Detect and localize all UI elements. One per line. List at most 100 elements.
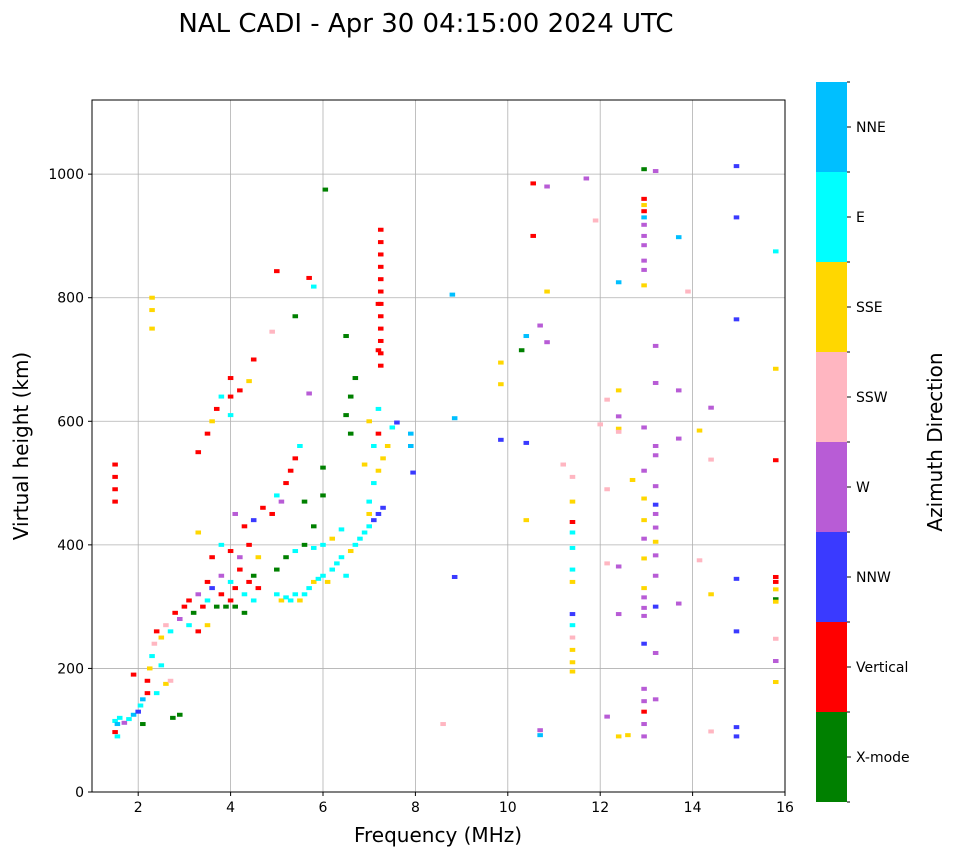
data-point-x-mode <box>140 722 146 727</box>
data-point-x-mode <box>250 573 257 578</box>
data-point-vertical <box>377 227 384 232</box>
data-point-sse <box>204 623 211 628</box>
data-point-w <box>675 388 682 393</box>
data-point-sse <box>498 382 504 387</box>
data-point-w <box>641 243 647 248</box>
data-point-sse <box>310 579 317 584</box>
y-tick-label: 800 <box>57 291 84 307</box>
data-point-nnw <box>641 641 647 646</box>
data-point-e <box>114 734 121 739</box>
grid <box>92 100 785 792</box>
data-point-x-mode <box>343 334 349 339</box>
colorbar-tick-label: SSE <box>856 300 883 316</box>
data-point-w <box>641 468 647 473</box>
data-point-w <box>675 436 682 441</box>
data-point-vertical <box>772 458 779 463</box>
data-point-vertical <box>227 598 234 603</box>
data-point-w <box>675 601 682 606</box>
x-tick-label: 16 <box>776 800 794 816</box>
data-point-vertical <box>112 499 118 504</box>
data-point-w <box>641 734 647 739</box>
data-point-e <box>375 406 382 411</box>
data-point-x-mode <box>274 567 280 572</box>
data-point-vertical <box>377 314 384 319</box>
data-points <box>112 164 779 739</box>
data-point-x-mode <box>292 314 299 319</box>
y-tick-label: 1000 <box>48 167 84 183</box>
data-point-nnw <box>733 317 740 322</box>
data-point-sse <box>569 647 576 652</box>
data-point-vertical <box>377 289 384 294</box>
data-point-sse <box>366 511 372 516</box>
data-point-ssw <box>685 289 691 294</box>
data-point-sse <box>569 669 576 674</box>
data-point-sse <box>696 428 703 433</box>
data-point-e <box>186 623 192 628</box>
data-point-sse <box>209 419 215 424</box>
data-point-nnw <box>733 629 740 634</box>
data-point-sse <box>772 366 779 371</box>
data-point-vertical <box>530 181 536 186</box>
data-point-vertical <box>112 730 118 735</box>
data-point-sse <box>195 530 202 535</box>
data-point-e <box>149 654 155 659</box>
data-point-ssw <box>269 329 275 334</box>
data-point-vertical <box>209 555 215 560</box>
data-point-sse <box>641 283 647 288</box>
data-point-x-mode <box>320 465 326 470</box>
data-point-x-mode <box>190 610 197 615</box>
data-point-vertical <box>306 275 312 280</box>
colorbar-tick-label: NNE <box>856 120 886 136</box>
data-point-vertical <box>569 519 576 524</box>
data-point-sse <box>569 660 576 665</box>
data-point-w <box>641 267 647 272</box>
data-point-nnw <box>209 586 215 591</box>
data-point-vertical <box>377 363 384 368</box>
data-point-nnw <box>371 518 377 523</box>
data-point-vertical <box>186 598 192 603</box>
data-point-vertical <box>641 196 647 201</box>
data-point-sse <box>615 388 622 393</box>
y-tick-label: 0 <box>75 785 84 801</box>
data-point-w <box>652 525 659 530</box>
data-point-w <box>615 612 622 617</box>
data-point-sse <box>652 539 659 544</box>
data-point-e <box>569 545 576 550</box>
colorbar-swatch <box>816 712 847 802</box>
data-point-vertical <box>227 394 234 399</box>
data-point-sse <box>544 289 550 294</box>
data-point-w <box>232 511 238 516</box>
data-point-nne <box>537 733 543 738</box>
colorbar-tick-label: E <box>856 210 865 226</box>
data-point-sse <box>772 599 779 604</box>
data-point-e <box>366 499 372 504</box>
data-point-x-mode <box>301 542 308 547</box>
data-point-ssw <box>592 218 599 223</box>
data-point-sse <box>615 426 622 431</box>
plot-frame <box>91 99 786 793</box>
data-point-sse <box>375 468 382 473</box>
data-point-nnw <box>733 725 740 730</box>
data-point-e <box>297 444 303 448</box>
data-point-nnw <box>652 604 659 609</box>
data-point-sse <box>523 518 530 523</box>
data-point-sse <box>641 518 647 523</box>
data-point-vertical <box>772 574 779 579</box>
data-point-sse <box>278 598 285 603</box>
data-point-sse <box>641 203 647 208</box>
colorbar-tick-label: W <box>856 480 870 496</box>
y-tick-label: 200 <box>57 661 84 677</box>
data-point-x-mode <box>343 413 349 418</box>
data-point-sse <box>772 680 779 685</box>
data-point-vertical <box>195 629 202 634</box>
data-point-e <box>241 592 248 597</box>
data-point-vertical <box>237 388 243 393</box>
data-point-e <box>320 542 326 547</box>
data-point-nnw <box>451 574 458 579</box>
data-point-vertical <box>375 348 382 353</box>
data-point-sse <box>366 419 372 424</box>
data-point-x-mode <box>320 493 326 498</box>
data-point-w <box>652 573 659 578</box>
data-point-vertical <box>377 240 384 245</box>
